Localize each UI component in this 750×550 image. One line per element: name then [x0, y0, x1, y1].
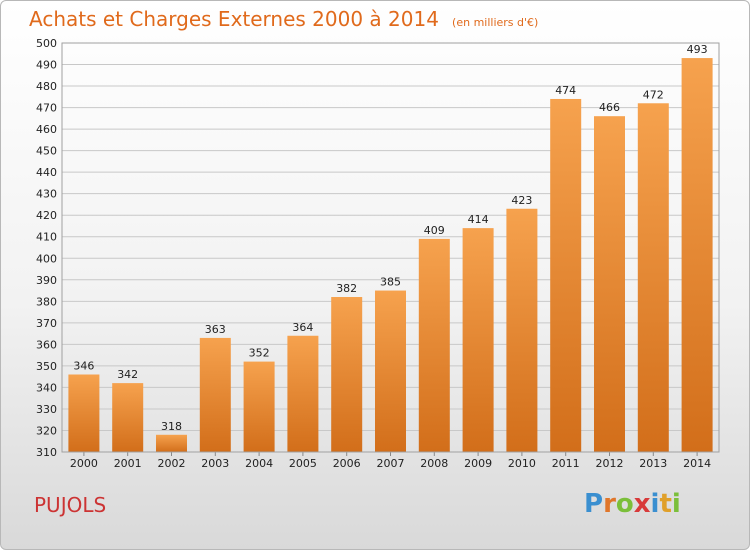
x-tick-label: 2002: [158, 457, 186, 470]
commune-name: PUJOLS: [34, 493, 107, 517]
logo-letter: o: [615, 489, 634, 519]
bars: 346 342 318 363 352 364 382 385 409 414 423 474 466 4…: [68, 43, 713, 453]
bar-value-label: 318: [161, 420, 182, 433]
x-tick-label: 2003: [201, 457, 229, 470]
y-tick-label: 450: [36, 145, 57, 158]
x-tick-label: 2014: [683, 457, 711, 470]
bar: [462, 228, 494, 452]
bar: [506, 208, 538, 452]
y-tick-label: 330: [36, 403, 57, 416]
bar: [68, 374, 100, 452]
y-tick-label: 470: [36, 102, 57, 115]
y-tick-label: 370: [36, 317, 57, 330]
y-tick-label: 350: [36, 360, 57, 373]
y-tick-label: 400: [36, 252, 57, 265]
logo-letter: i: [671, 489, 681, 519]
bar: [594, 116, 625, 452]
y-tick-label: 460: [36, 123, 57, 136]
bar-value-label: 364: [292, 321, 313, 334]
bar-value-label: 474: [555, 84, 576, 97]
y-tick-label: 500: [36, 37, 57, 50]
bar-value-label: 423: [511, 194, 532, 207]
x-tick-label: 2005: [289, 457, 317, 470]
y-tick-label: 380: [36, 295, 57, 308]
bar: [681, 58, 713, 452]
logo-letter: t: [659, 489, 672, 519]
y-tick-label: 480: [36, 80, 57, 93]
bar-value-label: 352: [249, 347, 270, 360]
bar: [243, 361, 275, 452]
x-tick-label: 2000: [70, 457, 98, 470]
chart-title: Achats et Charges Externes 2000 à 2014 (…: [29, 7, 538, 31]
bar: [331, 297, 363, 452]
y-tick-label: 320: [36, 424, 57, 437]
x-tick-label: 2001: [114, 457, 142, 470]
y-tick-label: 390: [36, 274, 57, 287]
y-tick-label: 340: [36, 381, 57, 394]
plot-border: [61, 42, 720, 453]
bar: [418, 238, 450, 452]
y-tick-label: 410: [36, 231, 57, 244]
bar-value-label: 363: [205, 323, 226, 336]
bar: [112, 383, 144, 452]
bar-value-label: 472: [643, 88, 664, 101]
x-tick-label: 2006: [333, 457, 361, 470]
x-tick-label: 2009: [464, 457, 492, 470]
bar-value-label: 346: [73, 360, 94, 373]
y-tick-label: 310: [36, 446, 57, 459]
x-tick-label: 2004: [245, 457, 273, 470]
x-tick-label: 2012: [596, 457, 624, 470]
bar-value-label: 466: [599, 101, 620, 114]
bar: [287, 335, 319, 452]
logo-letter: P: [584, 489, 604, 519]
bar-value-label: 382: [336, 282, 357, 295]
y-tick-label: 490: [36, 59, 57, 72]
x-tick-label: 2007: [377, 457, 405, 470]
bar-value-label: 414: [468, 213, 489, 226]
chart-unit: (en milliers d'€): [452, 16, 539, 29]
y-tick-label: 430: [36, 188, 57, 201]
logo-letter: i: [650, 489, 660, 519]
bar-value-label: 409: [424, 224, 445, 237]
x-tick-label: 2013: [639, 457, 667, 470]
x-tick-label: 2010: [508, 457, 536, 470]
logo-letter: x: [633, 489, 651, 519]
logo-letter: r: [603, 489, 616, 519]
proxiti-logo: Proxiti: [584, 489, 681, 519]
bar: [199, 337, 231, 452]
y-tick-label: 360: [36, 338, 57, 351]
bar: [550, 98, 582, 453]
x-tick-label: 2011: [552, 457, 580, 470]
y-tick-label: 440: [36, 166, 57, 179]
y-axis: 310 320 330 340 350 360 370 380 390 400 410 420 430 4…: [36, 37, 57, 459]
bar: [375, 290, 406, 452]
x-tick-label: 2008: [420, 457, 448, 470]
bar: [156, 434, 187, 452]
x-axis: 2000 2001 2002 2003 2004 2005 2006 2007 2008 2009…: [70, 452, 711, 470]
y-tick-label: 420: [36, 209, 57, 222]
bar-value-label: 493: [687, 43, 708, 56]
bar-value-label: 342: [117, 368, 138, 381]
bar-value-label: 385: [380, 276, 401, 289]
bar: [637, 103, 669, 452]
chart-title-main: Achats et Charges Externes 2000 à 2014: [29, 7, 439, 31]
